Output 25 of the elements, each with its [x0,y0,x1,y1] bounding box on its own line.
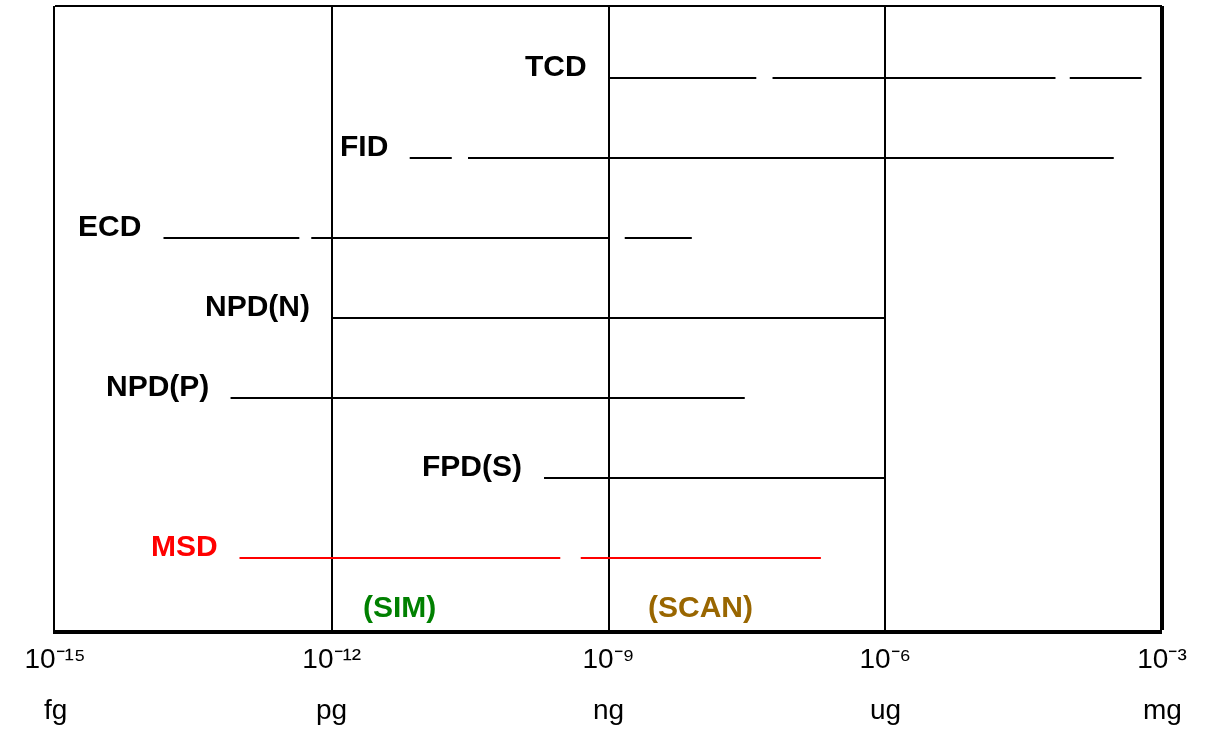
annotation: (SIM) [363,590,437,623]
bar [580,557,821,559]
bar [624,237,692,239]
y-tick-label: ECD [78,209,142,242]
y-tick-label: NPD(N) [205,289,310,322]
x-tick-label: 10⁻⁹ [582,642,635,674]
y-tick-label: FID [340,129,389,162]
x-tick-label: 10⁻¹⁵ [24,642,86,674]
y-tick-label: NPD(P) [106,369,210,402]
bar [239,557,561,559]
y-tick-label: FPD(S) [422,449,522,482]
bar [1069,77,1142,79]
y-tick-label: TCD [525,49,587,82]
text: ng [593,694,625,725]
x-tick-label: 10⁻⁶ [859,642,912,674]
bar [409,157,452,159]
text: ug [870,694,902,725]
x-tick-label: 10⁻³ [1137,642,1187,674]
text: mg [1143,694,1182,725]
text: pg [316,694,348,725]
y-tick-label: MSD [151,529,218,562]
bar [163,237,300,239]
x-tick-label: 10⁻¹² [302,642,362,674]
text: fg [44,694,68,725]
annotation: (SCAN) [648,590,753,623]
